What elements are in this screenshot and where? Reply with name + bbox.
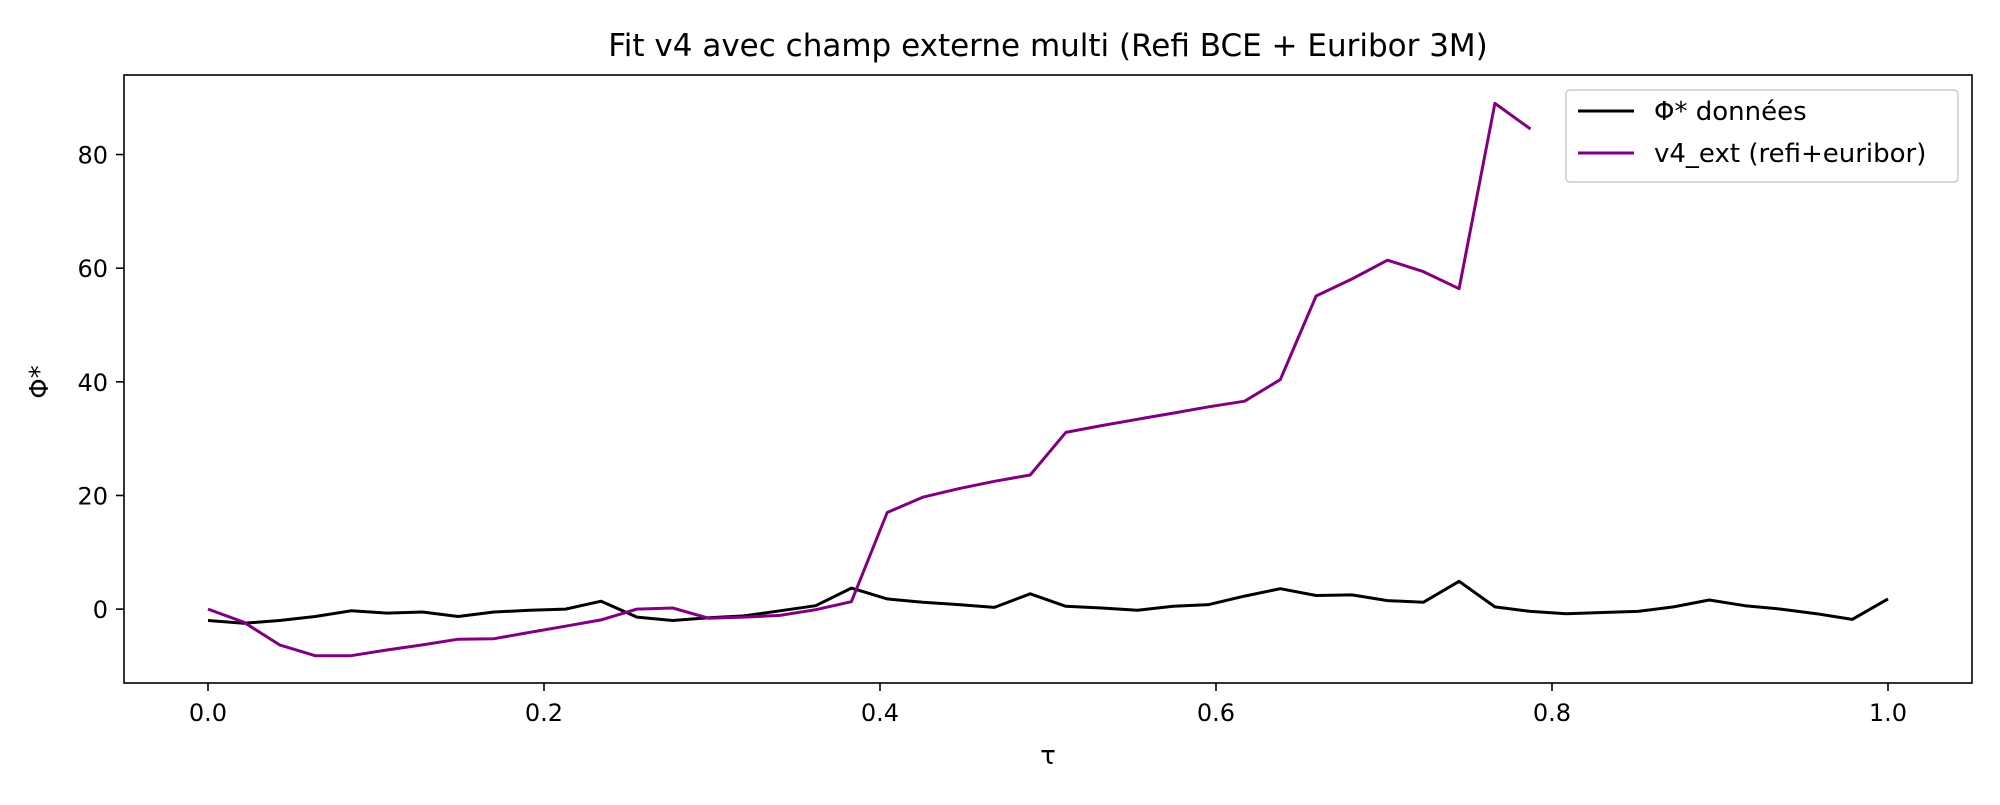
plot-frame: [123, 74, 1973, 684]
series-line-donnees: [207, 579, 1889, 625]
y-tick-label: 40: [77, 369, 108, 397]
y-tick-label: 0: [93, 596, 108, 624]
x-axis-label: τ: [1040, 741, 1056, 771]
legend-label-donnees: Φ* données: [1654, 97, 1807, 127]
y-tick-label: 20: [77, 482, 108, 510]
legend-box: [1565, 89, 1959, 183]
x-tick-label: 0.6: [1197, 699, 1235, 727]
x-tick-label: 0.0: [189, 699, 227, 727]
series-layer: [207, 101, 1889, 658]
x-tick-label: 0.4: [861, 699, 899, 727]
legend-label-v4-ext: v4_ext (refi+euribor): [1654, 139, 1926, 169]
x-tick-label: 1.0: [1869, 699, 1907, 727]
x-tick-label: 0.2: [525, 699, 563, 727]
y-tick-label: 60: [77, 255, 108, 283]
x-axis: 0.0 0.2 0.4 0.6 0.8 1.0: [189, 683, 1907, 727]
x-tick-label: 0.8: [1533, 699, 1571, 727]
y-tick-label: 80: [77, 142, 108, 170]
legend: Φ* données v4_ext (refi+euribor): [1565, 89, 1959, 183]
y-axis-label: Φ*: [25, 365, 55, 398]
series-line-v4-ext: [207, 101, 1532, 658]
y-axis: 0 20 40 60 80: [77, 142, 124, 624]
chart-title: Fit v4 avec champ externe multi (Refi BC…: [608, 28, 1488, 64]
